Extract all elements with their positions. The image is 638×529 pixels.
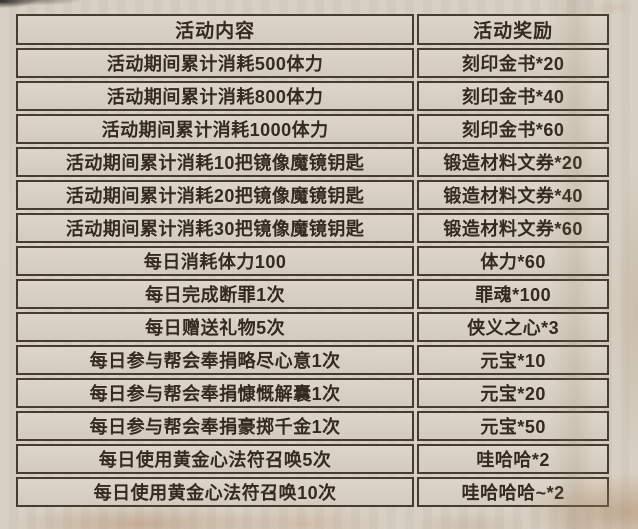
activity-cell: 每日消耗体力100	[16, 246, 415, 276]
reward-cell: 侠义之心*3	[417, 312, 609, 342]
column-header-activity: 活动内容	[16, 14, 415, 45]
activity-cell: 每日使用黄金心法符召唤10次	[16, 477, 415, 507]
activity-cell: 活动期间累计消耗500体力	[16, 48, 415, 78]
table-row: 活动期间累计消耗500体力 刻印金书*20	[16, 48, 609, 78]
reward-cell: 哇哈哈*2	[417, 444, 609, 474]
activity-cell: 每日赠送礼物5次	[16, 312, 415, 342]
table-row: 每日完成断罪1次 罪魂*100	[16, 279, 609, 309]
reward-cell: 罪魂*100	[417, 279, 609, 309]
activity-cell: 每日参与帮会奉捐豪掷千金1次	[16, 411, 415, 441]
table-row: 活动期间累计消耗800体力 刻印金书*40	[16, 81, 609, 111]
column-header-reward: 活动奖励	[417, 14, 609, 45]
activity-cell: 活动期间累计消耗800体力	[16, 81, 415, 111]
reward-cell: 锻造材料文券*60	[417, 213, 609, 243]
table-row: 每日赠送礼物5次 侠义之心*3	[16, 312, 609, 342]
activity-cell: 每日完成断罪1次	[16, 279, 415, 309]
table-row: 每日消耗体力100 体力*60	[16, 246, 609, 276]
reward-cell: 刻印金书*60	[417, 114, 609, 144]
reward-cell: 哇哈哈哈~*2	[417, 477, 609, 507]
reward-cell: 体力*60	[417, 246, 609, 276]
reward-cell: 元宝*20	[417, 378, 609, 408]
table-row: 活动期间累计消耗1000体力 刻印金书*60	[16, 114, 609, 144]
activity-cell: 每日使用黄金心法符召唤5次	[16, 444, 415, 474]
activity-cell: 活动期间累计消耗30把镜像魔镜钥匙	[16, 213, 415, 243]
reward-cell: 元宝*50	[417, 411, 609, 441]
activity-cell: 活动期间累计消耗20把镜像魔镜钥匙	[16, 180, 415, 210]
reward-cell: 元宝*10	[417, 345, 609, 375]
activity-cell: 每日参与帮会奉捐略尽心意1次	[16, 345, 415, 375]
event-rewards-table: 活动内容 活动奖励 活动期间累计消耗500体力 刻印金书*20 活动期间累计消耗…	[13, 11, 612, 510]
table-row: 每日参与帮会奉捐略尽心意1次 元宝*10	[16, 345, 609, 375]
activity-cell: 每日参与帮会奉捐慷慨解囊1次	[16, 378, 415, 408]
reward-cell: 锻造材料文券*40	[417, 180, 609, 210]
table-row: 每日参与帮会奉捐慷慨解囊1次 元宝*20	[16, 378, 609, 408]
table-row: 活动期间累计消耗20把镜像魔镜钥匙 锻造材料文券*40	[16, 180, 609, 210]
table-header-row: 活动内容 活动奖励	[16, 14, 609, 45]
reward-cell: 锻造材料文券*20	[417, 147, 609, 177]
table-row: 每日使用黄金心法符召唤5次 哇哈哈*2	[16, 444, 609, 474]
activity-cell: 活动期间累计消耗1000体力	[16, 114, 415, 144]
reward-cell: 刻印金书*40	[417, 81, 609, 111]
table-row: 活动期间累计消耗10把镜像魔镜钥匙 锻造材料文券*20	[16, 147, 609, 177]
table-row: 每日使用黄金心法符召唤10次 哇哈哈哈~*2	[16, 477, 609, 507]
reward-cell: 刻印金书*20	[417, 48, 609, 78]
table-row: 活动期间累计消耗30把镜像魔镜钥匙 锻造材料文券*60	[16, 213, 609, 243]
activity-cell: 活动期间累计消耗10把镜像魔镜钥匙	[16, 147, 415, 177]
table-row: 每日参与帮会奉捐豪掷千金1次 元宝*50	[16, 411, 609, 441]
